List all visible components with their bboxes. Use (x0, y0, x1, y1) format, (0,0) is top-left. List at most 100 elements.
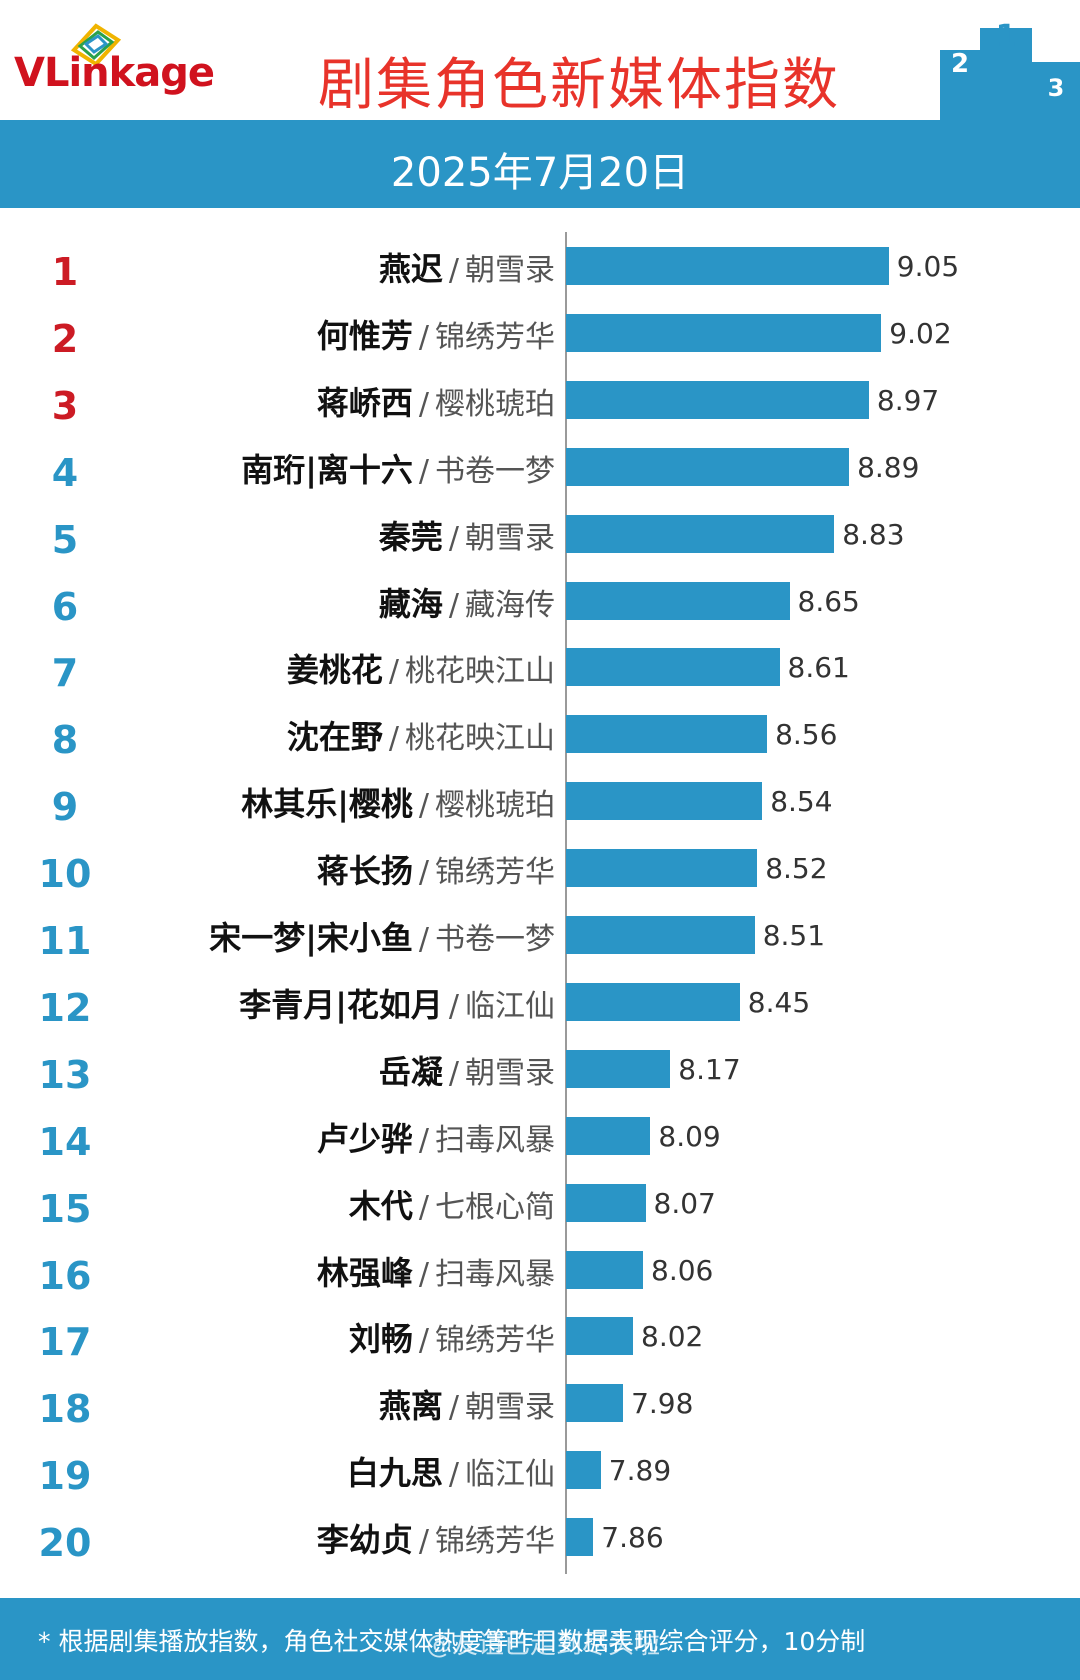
value-label: 8.52 (765, 852, 828, 886)
value-label: 8.51 (762, 919, 826, 952)
rank-number: 3 (51, 383, 79, 428)
row-label: 白九思 / 临江仙 (347, 1448, 555, 1494)
header: VLinkage 剧集角色新媒体指数 2 1 3 (0, 0, 1080, 120)
character-name: 林强峰 (316, 1253, 413, 1292)
value-label: 8.17 (678, 1052, 741, 1086)
row-label: 刘畅 / 锦绣芳华 (349, 1314, 555, 1360)
label-separator: / (448, 1055, 459, 1091)
character-name: 李幼贞 (316, 1521, 413, 1560)
character-name: 刘畅 (348, 1320, 413, 1359)
value-label: 7.98 (631, 1387, 694, 1421)
drama-name: 锦绣芳华 (435, 319, 555, 355)
row-label: 蒋长扬 / 锦绣芳华 (317, 846, 555, 892)
value-bar (566, 514, 835, 553)
label-separator: / (388, 721, 399, 757)
logo-mark-icon (70, 23, 122, 67)
date-label: 2025年7月20日 (390, 150, 690, 196)
label-separator: / (418, 1189, 429, 1225)
character-name: 沈在野 (286, 718, 383, 757)
chart-row: 19 白九思 / 临江仙 7.89 (0, 1436, 1080, 1503)
drama-name: 书卷一梦 (435, 922, 555, 957)
drama-name: 朝雪录 (465, 1390, 555, 1426)
character-name: 木代 (348, 1186, 413, 1225)
label-separator: / (448, 988, 459, 1024)
rank-number: 17 (38, 1320, 92, 1365)
axis-line (565, 232, 567, 1574)
label-separator: / (448, 587, 459, 623)
row-label: 秦莞 / 朝雪录 (379, 512, 555, 558)
value-label: 8.56 (775, 718, 838, 752)
drama-name: 扫毒风暴 (435, 1122, 555, 1158)
character-name: 姜桃花 (286, 651, 383, 690)
chart-row: 6 藏海 / 藏海传 8.65 (0, 567, 1080, 634)
chart-row: 12 李青月|花如月 / 临江仙 8.45 (0, 968, 1080, 1035)
podium-icon: 2 1 3 (940, 19, 1080, 120)
character-name: 燕迟 (378, 250, 443, 288)
chart-row: 4 南珩|离十六 / 书卷一梦 8.89 (0, 433, 1080, 500)
svg-text:1: 1 (996, 19, 1017, 54)
page-title: 剧集角色新媒体指数 (318, 53, 840, 118)
label-separator: / (418, 1524, 429, 1560)
label-separator: / (448, 253, 459, 288)
label-separator: / (388, 654, 399, 690)
chart-row: 14 卢少骅 / 扫毒风暴 8.09 (0, 1102, 1080, 1169)
value-label: 8.61 (787, 651, 850, 685)
chart-row: 16 林强峰 / 扫毒风暴 8.06 (0, 1236, 1080, 1303)
value-bar (566, 447, 850, 486)
label-separator: / (418, 1122, 429, 1158)
drama-name: 朝雪录 (465, 253, 555, 288)
value-bar (566, 313, 882, 352)
chart-row: 10 蒋长扬 / 锦绣芳华 8.52 (0, 834, 1080, 901)
row-label: 李幼贞 / 锦绣芳华 (317, 1515, 555, 1561)
rank-number: 8 (51, 718, 79, 763)
row-label: 宋一梦|宋小鱼 / 书卷一梦 (209, 913, 555, 959)
chart-row: 20 李幼贞 / 锦绣芳华 7.86 (0, 1503, 1080, 1570)
chart-row: 2 何惟芳 / 锦绣芳华 9.02 (0, 299, 1080, 366)
drama-name: 桃花映江山 (405, 654, 555, 690)
value-bar (566, 1116, 651, 1155)
row-label: 蒋峤西 / 樱桃琥珀 (317, 378, 555, 424)
drama-name: 桃花映江山 (405, 721, 555, 757)
value-bar (566, 648, 780, 687)
rank-number: 18 (38, 1387, 92, 1432)
character-name: 秦莞 (378, 517, 443, 556)
character-name: 宋一梦|宋小鱼 (209, 919, 413, 957)
character-name: 岳凝 (378, 1052, 443, 1091)
label-separator: / (418, 1323, 429, 1359)
rank-number: 6 (51, 584, 79, 629)
chart-row: 9 林其乐|樱桃 / 樱桃琥珀 8.54 (0, 767, 1080, 834)
value-label: 8.97 (876, 383, 940, 417)
value-label: 9.02 (889, 316, 952, 350)
row-label: 林强峰 / 扫毒风暴 (317, 1248, 555, 1294)
rank-number: 2 (51, 316, 79, 361)
value-label: 8.07 (653, 1186, 716, 1220)
chart-row: 1 燕迟 / 朝雪录 9.05 (0, 232, 1080, 299)
value-bar (566, 1049, 671, 1088)
value-bar (566, 247, 889, 285)
chart-row: 18 燕离 / 朝雪录 7.98 (0, 1369, 1080, 1436)
chart-row: 11 宋一梦|宋小鱼 / 书卷一梦 8.51 (0, 901, 1080, 968)
label-separator: / (418, 386, 429, 422)
row-label: 燕离 / 朝雪录 (379, 1381, 555, 1427)
row-label: 燕迟 / 朝雪录 (379, 244, 555, 290)
chart-row: 7 姜桃花 / 桃花映江山 8.61 (0, 633, 1080, 700)
value-bar (566, 782, 763, 821)
value-label: 8.06 (651, 1253, 714, 1287)
value-bar (566, 916, 755, 954)
label-separator: / (448, 1457, 459, 1493)
value-bar (566, 849, 758, 888)
row-label: 南珩|离十六 / 书卷一梦 (241, 445, 555, 491)
chart-row: 3 蒋峤西 / 樱桃琥珀 8.97 (0, 366, 1080, 433)
value-bar (566, 715, 768, 754)
row-label: 藏海 / 藏海传 (379, 579, 555, 625)
chart-row: 8 沈在野 / 桃花映江山 8.56 (0, 700, 1080, 767)
row-label: 何惟芳 / 锦绣芳华 (317, 311, 555, 357)
svg-text:2: 2 (951, 49, 969, 79)
rank-number: 5 (51, 517, 79, 562)
label-separator: / (448, 1390, 459, 1426)
chart-row: 13 岳凝 / 朝雪录 8.17 (0, 1035, 1080, 1102)
value-label: 8.45 (747, 985, 811, 1019)
value-label: 9.05 (896, 250, 960, 283)
row-label: 姜桃花 / 桃花映江山 (287, 645, 555, 691)
value-bar (566, 1183, 646, 1222)
